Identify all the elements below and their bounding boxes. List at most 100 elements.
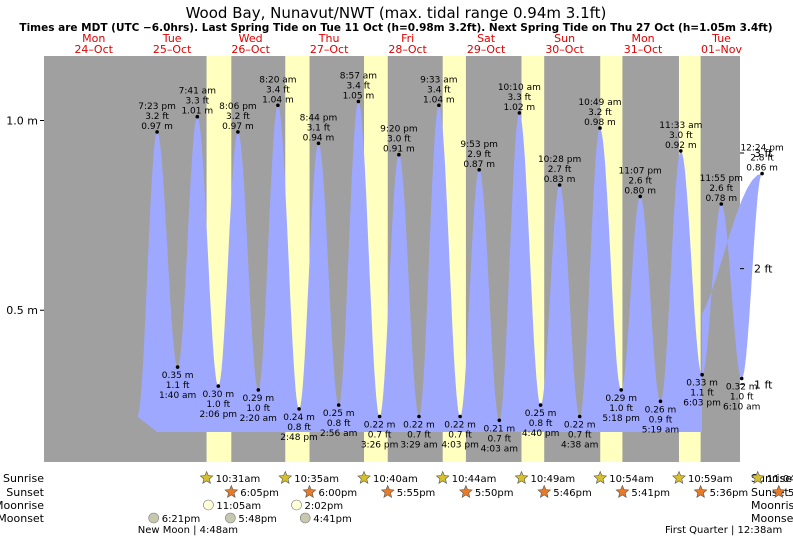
tide-height-m-label: 0.29 m bbox=[242, 394, 274, 404]
tide-point bbox=[598, 126, 602, 130]
row-label-left: Sunrise bbox=[3, 472, 44, 485]
tide-time-label: 9:33 am bbox=[420, 75, 457, 85]
tide-time-label: 8:57 am bbox=[340, 72, 377, 82]
tide-point bbox=[638, 194, 642, 199]
tide-time-label: 5:18 pm bbox=[602, 414, 640, 424]
sunset-star-icon bbox=[380, 484, 395, 498]
tide-point bbox=[538, 403, 543, 407]
moon-phase-label: First Quarter | 12:38am bbox=[665, 525, 782, 536]
tide-height-ft-label: 0.7 ft bbox=[568, 430, 592, 440]
day-of-week-label: Thu bbox=[318, 32, 340, 45]
sunrise-time: 10:44am bbox=[452, 474, 497, 485]
row-label-right: Moonset bbox=[751, 512, 793, 525]
tide-point bbox=[497, 418, 502, 423]
tide-height-m-label: 0.22 m bbox=[364, 420, 396, 430]
tide-height-ft-label: 3.2 ft bbox=[226, 112, 250, 122]
tide-time-label: 11:07 pm bbox=[619, 166, 662, 176]
tide-height-ft-label: 3.3 ft bbox=[508, 93, 532, 103]
row-label-right: Moonrise bbox=[751, 499, 793, 512]
row-label-left: Sunset bbox=[6, 486, 44, 499]
tide-height-m-label: 0.24 m bbox=[283, 413, 315, 423]
tide-height-m-label: 0.29 m bbox=[605, 394, 637, 404]
sunrise-time: 10:54am bbox=[609, 474, 654, 485]
moonset-icon bbox=[299, 512, 311, 524]
tide-time-label: 2:56 am bbox=[320, 429, 357, 439]
tide-curve bbox=[137, 101, 763, 432]
tide-height-m-label: 0.98 m bbox=[584, 118, 616, 128]
tide-height-ft-label: 3.1 ft bbox=[307, 123, 331, 133]
tide-height-m-label: 0.97 m bbox=[141, 122, 173, 132]
tide-height-ft-label: 0.8 ft bbox=[327, 419, 351, 429]
sunrise-star-icon bbox=[593, 470, 608, 484]
date-label: 28–Oct bbox=[388, 43, 427, 56]
tide-height-m-label: 0.32 m bbox=[726, 383, 758, 393]
tide-point bbox=[679, 149, 683, 153]
sunrise-star-icon bbox=[357, 470, 371, 484]
tide-height-ft-label: 0.8 ft bbox=[287, 423, 311, 433]
left-tick-label: 0.5 m bbox=[6, 304, 38, 317]
tide-height-ft-label: 3.4 ft bbox=[427, 85, 451, 95]
tide-point bbox=[236, 130, 240, 134]
tide-height-ft-label: 3.0 ft bbox=[669, 131, 693, 141]
tide-point bbox=[216, 384, 221, 388]
row-label-right: Sunset bbox=[751, 486, 789, 499]
tide-height-ft-label: 2.6 ft bbox=[709, 184, 733, 194]
tide-height-m-label: 0.25 m bbox=[323, 409, 355, 419]
tide-height-m-label: 0.83 m bbox=[544, 175, 576, 185]
day-of-week-label: Wed bbox=[239, 32, 263, 45]
sunrise-time: 10:31am bbox=[216, 474, 261, 485]
tide-time-label: 11:33 am bbox=[659, 121, 702, 131]
left-tick-label: 1.0 m bbox=[6, 115, 38, 128]
tide-height-m-label: 0.86 m bbox=[746, 164, 778, 174]
tide-time-label: 6:10 am bbox=[723, 403, 760, 413]
tide-time-label: 7:23 pm bbox=[138, 102, 176, 112]
sunset-time: 5:36pm bbox=[710, 488, 749, 499]
tide-time-label: 4:40 pm bbox=[522, 429, 560, 439]
sunset-time: 5:46pm bbox=[553, 488, 592, 499]
tide-height-m-label: 0.22 m bbox=[564, 420, 596, 430]
tide-height-ft-label: 3.2 ft bbox=[588, 108, 612, 118]
tide-height-m-label: 0.94 m bbox=[303, 133, 335, 143]
day-of-week-label: Mon bbox=[631, 32, 654, 45]
sunset-time: 5:31pm bbox=[788, 488, 793, 499]
tide-time-label: 12:24 pm bbox=[740, 144, 783, 154]
moonset-time: 5:48pm bbox=[238, 514, 277, 525]
tide-height-ft-label: 3.0 ft bbox=[387, 135, 411, 145]
sunrise-star-icon bbox=[750, 470, 765, 484]
moonrise-icon bbox=[291, 499, 302, 511]
sunset-star-icon bbox=[615, 484, 630, 498]
tide-time-label: 8:06 pm bbox=[219, 102, 257, 112]
tide-time-label: 1:40 am bbox=[159, 391, 196, 401]
tide-point bbox=[619, 388, 623, 392]
moonset-time: 4:41pm bbox=[313, 514, 352, 525]
tide-height-ft-label: 0.7 ft bbox=[448, 430, 472, 440]
tide-height-m-label: 0.21 m bbox=[484, 424, 516, 434]
tide-height-ft-label: 1.0 ft bbox=[246, 404, 270, 414]
tide-height-m-label: 1.05 m bbox=[343, 92, 375, 102]
sunset-time: 6:05pm bbox=[240, 488, 279, 499]
tide-height-ft-label: 0.7 ft bbox=[487, 434, 511, 444]
day-of-week-label: Mon bbox=[82, 32, 105, 45]
tide-height-m-label: 0.35 m bbox=[162, 371, 194, 381]
sunrise-star-icon bbox=[514, 470, 529, 484]
tide-height-ft-label: 1.1 ft bbox=[690, 389, 714, 399]
tide-time-label: 3:26 pm bbox=[361, 440, 399, 450]
sunrise-star-icon bbox=[199, 470, 214, 484]
tide-time-label: 8:44 pm bbox=[300, 113, 338, 123]
tide-point bbox=[517, 111, 522, 115]
sunset-star-icon bbox=[224, 484, 239, 498]
tide-height-ft-label: 1.1 ft bbox=[166, 381, 190, 391]
chart-title: Wood Bay, Nunavut/NWT (max. tidal range … bbox=[186, 4, 607, 22]
right-tick-label: 2 ft bbox=[754, 263, 773, 276]
tide-height-ft-label: 1.0 ft bbox=[609, 404, 633, 414]
right-tick-label: 3 ft bbox=[754, 147, 773, 160]
tide-height-ft-label: 2.6 ft bbox=[628, 176, 652, 186]
date-label: 01–Nov bbox=[701, 43, 742, 56]
date-label: 26–Oct bbox=[231, 43, 270, 56]
moonset-icon bbox=[225, 512, 236, 524]
tide-height-ft-label: 0.7 ft bbox=[368, 430, 392, 440]
sunset-star-icon bbox=[537, 484, 552, 498]
day-of-week-label: Tue bbox=[711, 32, 731, 45]
tide-time-label: 10:10 am bbox=[498, 83, 541, 93]
tide-time-label: 11:55 pm bbox=[700, 174, 743, 184]
